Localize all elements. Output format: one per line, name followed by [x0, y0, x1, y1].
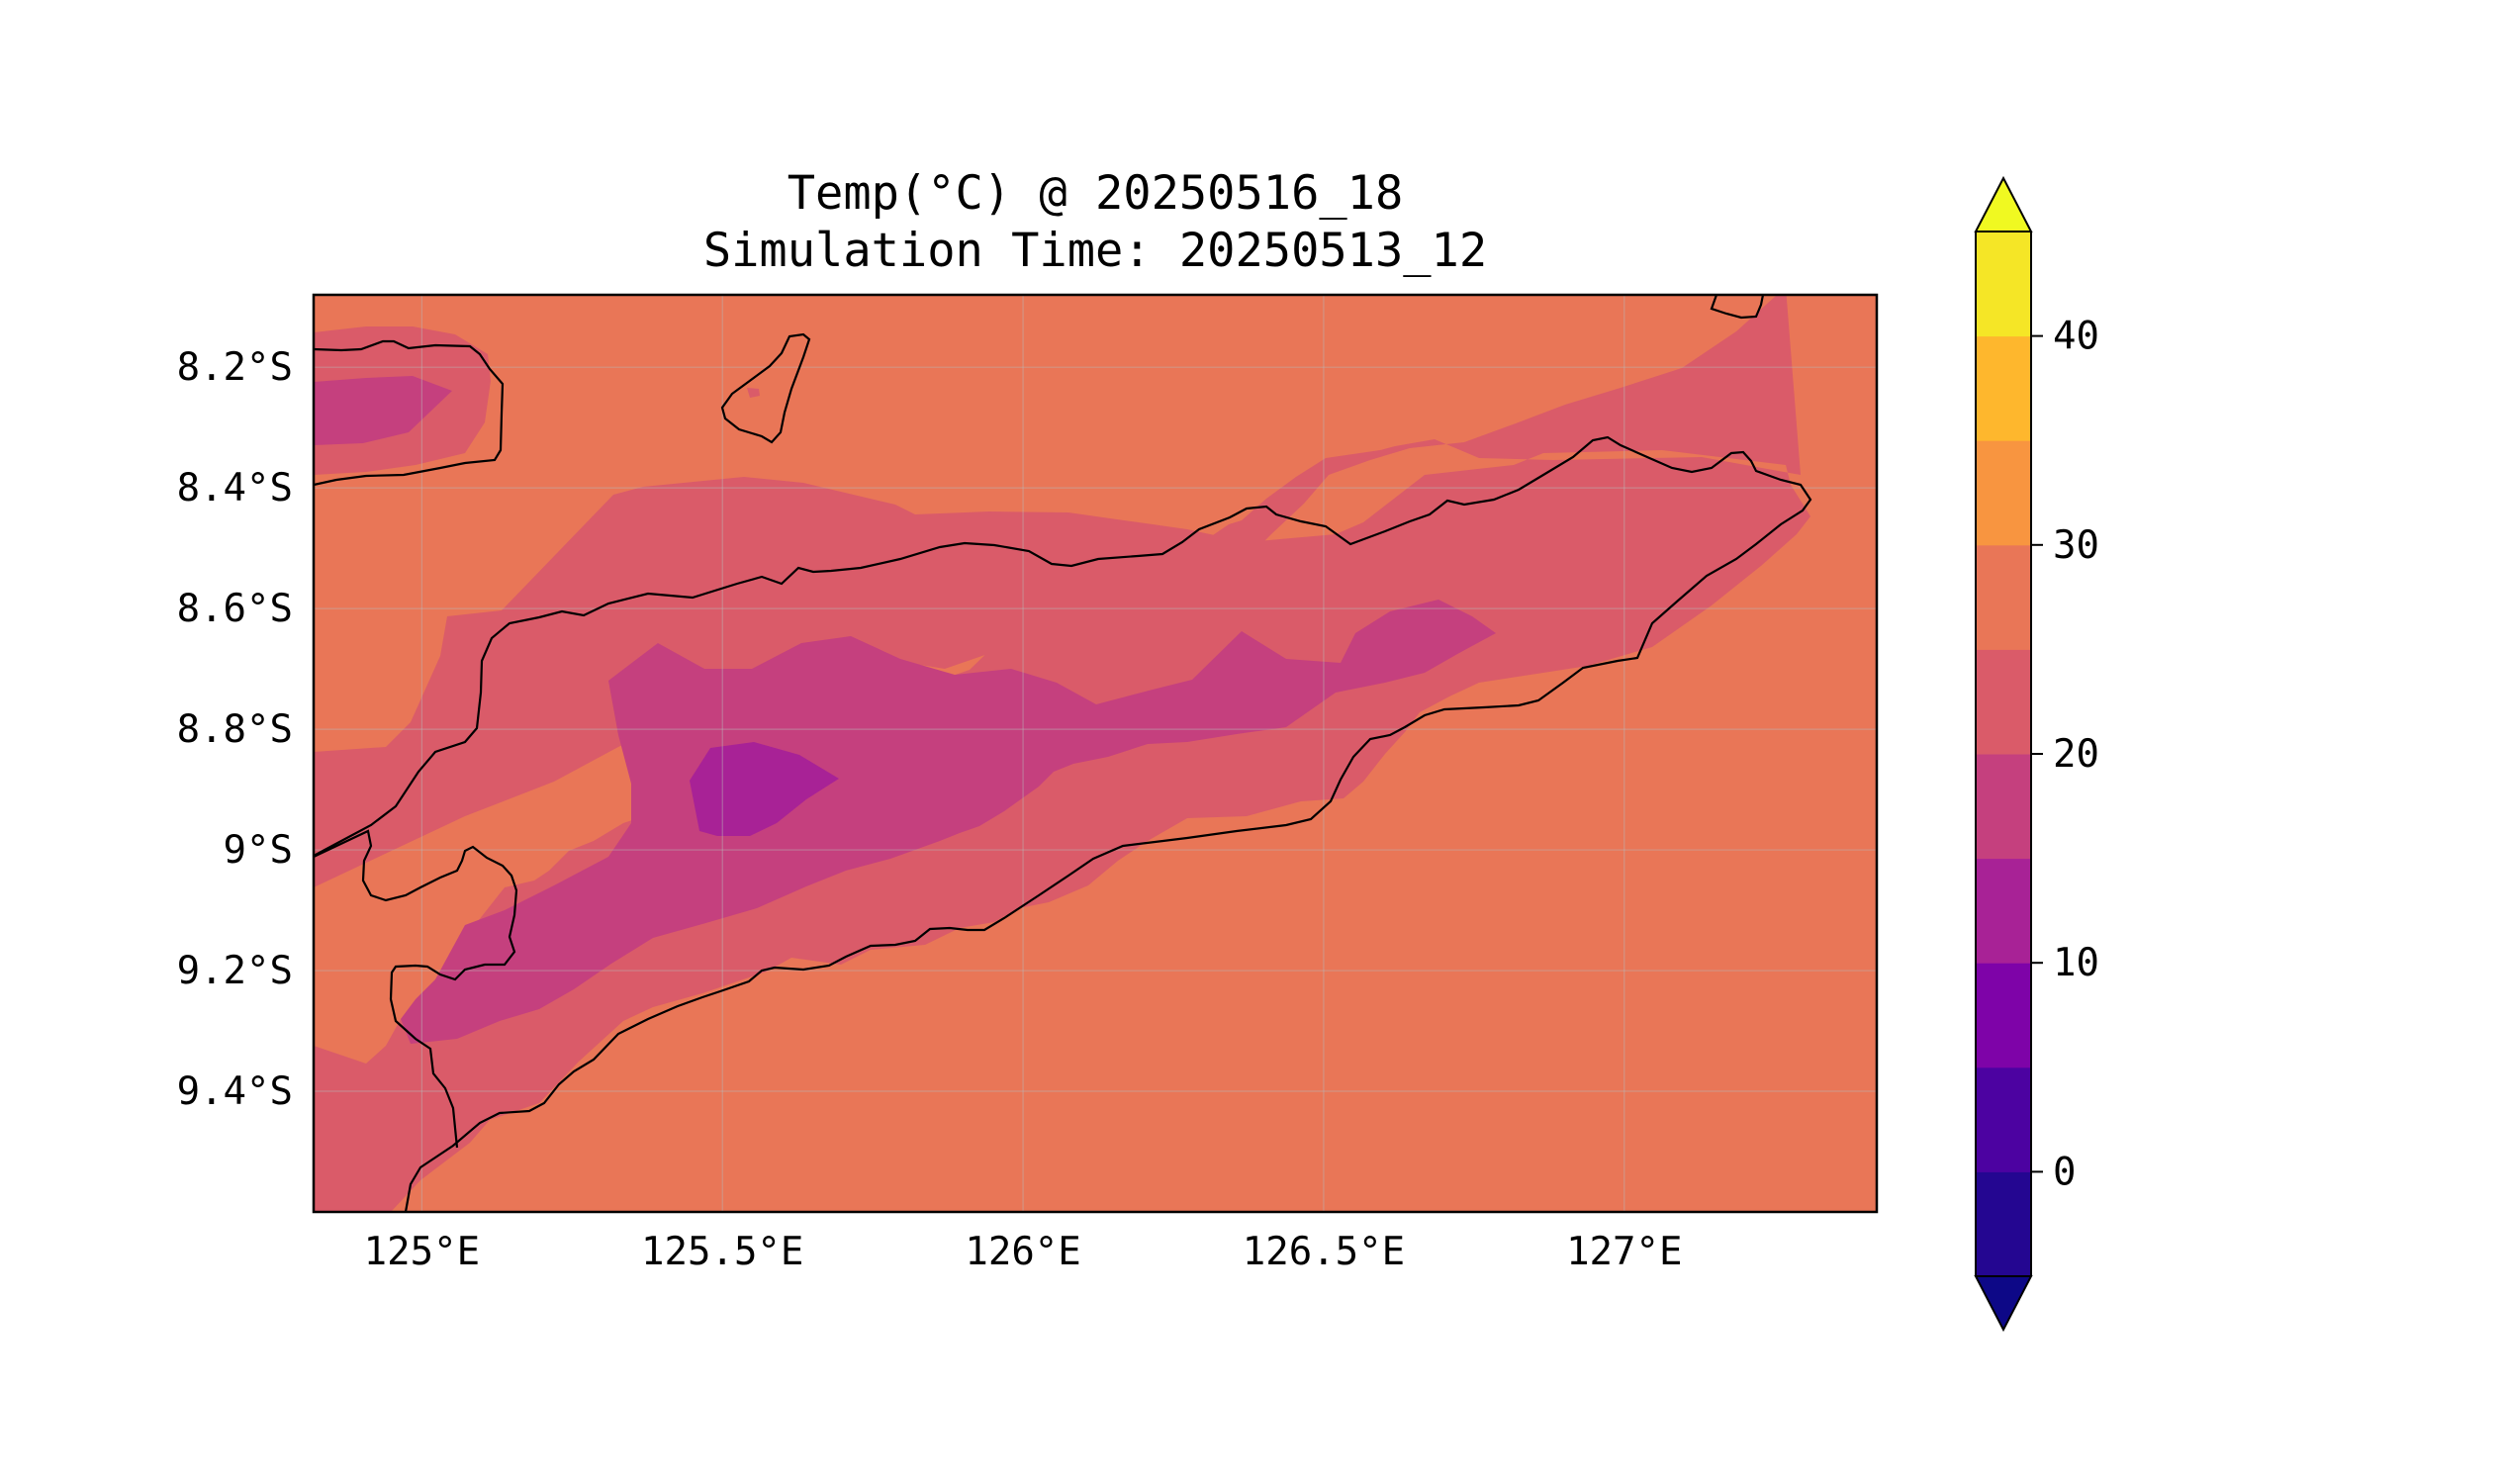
colorbar-segment: [1976, 335, 2031, 441]
lat-tick-label: 9.2°S: [177, 949, 293, 993]
colorbar-segment: [1976, 232, 2031, 337]
contour-10-15: [690, 742, 839, 836]
colorbar-tick-label: 0: [2053, 1150, 2076, 1194]
gridlines: [314, 295, 1877, 1212]
lat-tick-label: 9.4°S: [177, 1069, 293, 1114]
colorbar: 0 10 20 30 40: [1974, 175, 2099, 1333]
coastline-kisar: [1710, 295, 1765, 320]
coastline-atauro: [720, 332, 811, 444]
map-frame: [312, 293, 1879, 1214]
lon-tick-label: 126.5°E: [1243, 1230, 1405, 1274]
lon-tick-label: 126°E: [965, 1230, 1080, 1274]
contour-15-20: [401, 600, 1496, 1044]
colorbar-segment: [1976, 649, 2031, 755]
plot-subtitle: Simulation Time: 20250513_12: [702, 224, 1488, 278]
colorbar-extend-max: [1974, 175, 2033, 232]
colorbar-segment: [1976, 544, 2031, 650]
colorbar-tick-label: 20: [2053, 732, 2099, 777]
colorbar-segment: [1976, 858, 2031, 964]
colorbar-segment: [1976, 440, 2031, 546]
lon-tick-label: 125°E: [364, 1230, 480, 1274]
colorbar-tick-label: 30: [2053, 523, 2099, 568]
lat-tick-label: 8.8°S: [177, 707, 293, 752]
colorbar-segment: [1976, 1171, 2031, 1277]
colorbar-segment: [1976, 1067, 2031, 1172]
colorbar-segment: [1976, 963, 2031, 1068]
lon-tick-label: 127°E: [1566, 1230, 1682, 1274]
lat-tick-label: 9°S: [224, 828, 293, 873]
coastlines: [314, 295, 1812, 1212]
plot-title: Temp(°C) @ 20250516_18: [787, 166, 1404, 221]
colorbar-segment: [1976, 754, 2031, 860]
lat-tick-label: 8.6°S: [177, 587, 293, 631]
lon-tick-label: 125.5°E: [641, 1230, 803, 1274]
longitude-axis: 125°E 125.5°E 126°E 126.5°E 127°E: [364, 1230, 1683, 1274]
lat-tick-label: 8.2°S: [177, 345, 293, 390]
colorbar-tick-label: 40: [2053, 315, 2099, 359]
coastline-oecusse: [314, 829, 518, 1149]
contour-20-25-atauro: [747, 388, 760, 398]
lat-tick-label: 8.4°S: [177, 466, 293, 510]
colorbar-tick-label: 10: [2053, 941, 2099, 985]
latitude-axis: 8.2°S 8.4°S 8.6°S 8.8°S 9°S 9.2°S 9.4°S: [177, 345, 293, 1114]
coastline-timor: [314, 435, 1812, 1212]
contour-15-20-north-island: [314, 376, 452, 445]
colorbar-extend-min: [1974, 1275, 2033, 1333]
coastline-wetar: [314, 339, 505, 487]
map-panel: [314, 295, 1877, 1212]
